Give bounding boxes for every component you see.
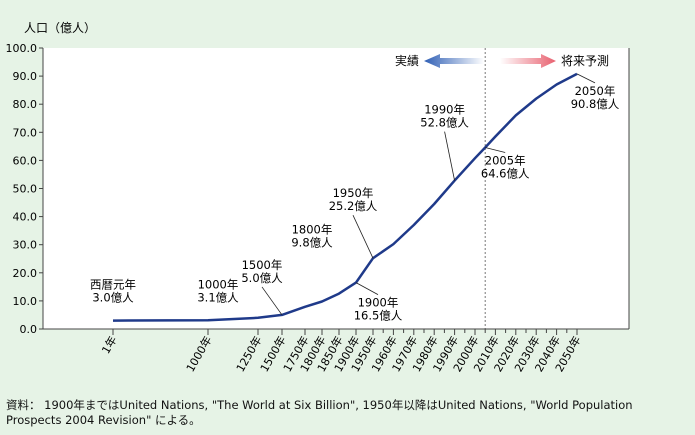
y-tick-label: 30.0 — [13, 239, 38, 252]
annotation-value: 9.8億人 — [291, 235, 333, 249]
annotation-leader — [352, 215, 374, 259]
y-tick-label: 20.0 — [13, 267, 38, 280]
y-tick-label: 70.0 — [13, 126, 38, 139]
y-tick-label: 80.0 — [13, 98, 38, 111]
annotation-year: 1950年 — [333, 186, 374, 200]
annotation-value: 25.2億人 — [329, 199, 378, 213]
annotation-value: 64.6億人 — [481, 166, 530, 180]
annotation-year: 2050年 — [575, 84, 616, 98]
population-chart: 人口（億人） 0.0 10.0 20.0 30.0 40.0 50.0 60.0 70.0 80… — [6, 21, 630, 375]
y-tick-label: 100.0 — [6, 42, 38, 55]
y-tick-label: 0.0 — [20, 323, 38, 336]
series-line-population — [112, 72, 578, 322]
annotation-leader — [261, 286, 283, 316]
y-axis-title: 人口（億人） — [24, 21, 96, 35]
actual-arrow — [424, 54, 484, 68]
annotation-value: 3.1億人 — [197, 290, 239, 304]
source-note: 資料： 1900年まではUnited Nations, "The World a… — [6, 398, 633, 427]
plot-area — [43, 48, 629, 329]
annotation-year: 1800年 — [292, 222, 333, 236]
annotation-year: 1990年 — [424, 103, 465, 117]
annotation-value: 16.5億人 — [354, 309, 403, 323]
annotation-leader — [576, 73, 596, 84]
annotation-leader — [355, 282, 379, 295]
forecast-arrow — [500, 54, 556, 68]
y-tick-label: 10.0 — [13, 295, 38, 308]
y-tick-label: 50.0 — [13, 183, 38, 196]
y-tick-label: 90.0 — [13, 70, 38, 83]
annotation-leader — [444, 131, 455, 181]
annotation-year: 1000年 — [198, 277, 239, 291]
forecast-label: 将来予測 — [561, 54, 609, 68]
annotation-year: 1900年 — [358, 296, 399, 310]
y-tick-label: 40.0 — [13, 211, 38, 224]
annotation-value: 5.0億人 — [241, 271, 283, 285]
annotation-value: 90.8億人 — [571, 97, 620, 111]
annotation-value: 52.8億人 — [420, 116, 469, 130]
annotation-year: 西暦元年 — [90, 278, 136, 292]
annotation-value: 3.0億人 — [92, 291, 134, 305]
actual-label: 実績 — [395, 53, 419, 68]
annotation-leader — [485, 147, 506, 153]
x-tick-label: 1年 — [98, 334, 119, 357]
y-tick-label: 60.0 — [13, 154, 38, 167]
annotation-year: 2005年 — [485, 153, 526, 167]
x-tick-label: 1000年 — [183, 334, 215, 375]
annotation-year: 1500年 — [242, 258, 283, 272]
